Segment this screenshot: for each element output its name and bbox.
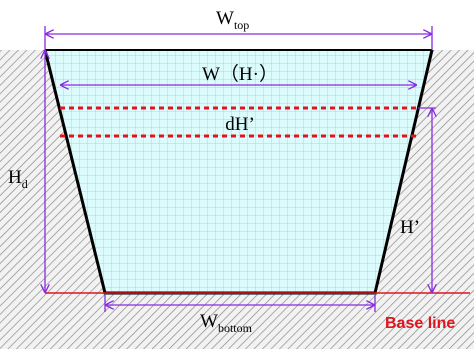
w-bottom-label: Wbottom [200, 311, 253, 335]
dimensions [45, 26, 436, 312]
base-line-label: Base line [385, 315, 455, 332]
w-top-label: Wtop [216, 8, 249, 32]
h-prime-label: H’ [400, 217, 420, 238]
dh-label: dH’ [225, 114, 255, 135]
channel-fill [45, 50, 432, 293]
h-d-label: Hd [8, 167, 28, 191]
w-h-label: W（H·） [202, 63, 278, 85]
